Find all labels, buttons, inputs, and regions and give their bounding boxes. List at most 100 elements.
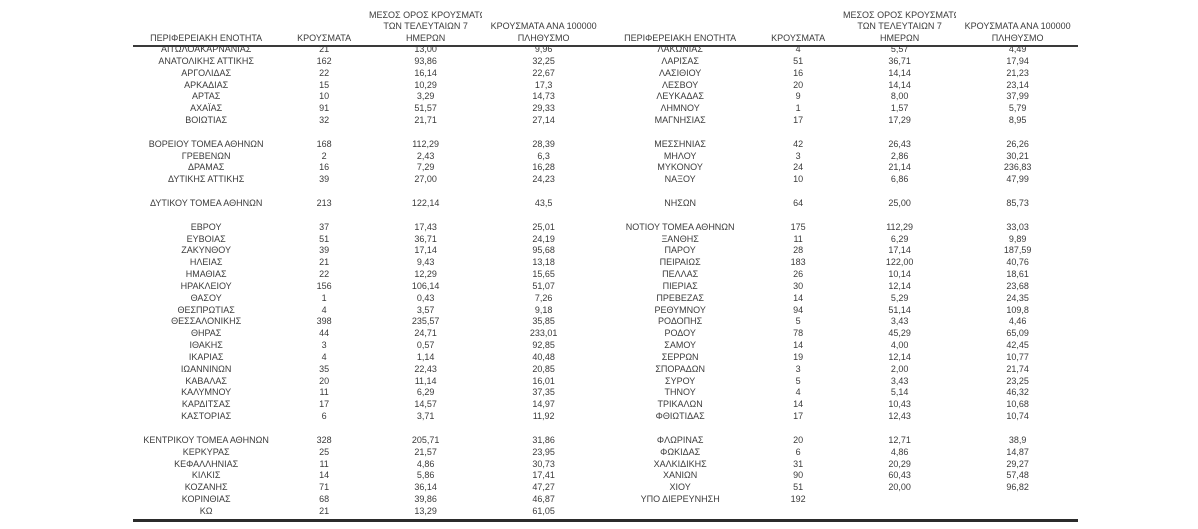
cell-avg7: 20,00	[888, 482, 911, 493]
table-row: ΚΑΛΥΜΝΟΥ 11 6,29 37,35	[133, 387, 605, 399]
cell-per100k	[482, 186, 605, 198]
cell-avg7: 16,14	[414, 67, 437, 78]
cell-region: ΛΗΜΝΟΥ	[660, 103, 700, 114]
cell-region: ΞΑΝΘΗΣ	[661, 233, 699, 244]
cell-cases: 31	[793, 458, 804, 469]
cell-region	[607, 210, 753, 222]
cell-cases: 4	[321, 304, 327, 315]
cell-per100k: 23,25	[1006, 375, 1029, 386]
cell-region	[133, 423, 279, 435]
cell-avg7: 5,14	[890, 387, 909, 398]
spacer-row	[133, 186, 605, 198]
cell-region: ΘΗΡΑΣ	[190, 328, 222, 339]
cell-avg7	[369, 127, 482, 139]
cell-avg7: 21,57	[414, 446, 437, 457]
cell-avg7: 0,57	[416, 340, 435, 351]
cell-per100k: 187,59	[1003, 245, 1032, 256]
cell-per100k: 29,27	[1006, 458, 1029, 469]
cell-per100k: 17,41	[532, 470, 555, 481]
cell-avg7: 36,71	[414, 233, 437, 244]
table-row: ΑΙΤΩΛΟΑΚΑΡΝΑΝΙΑΣ 21 13,00 9,96	[133, 44, 605, 56]
cell-region	[133, 127, 279, 139]
cell-per100k: 29,33	[532, 103, 555, 114]
cell-per100k: 92,85	[532, 340, 555, 351]
cell-cases: 32	[319, 115, 330, 126]
cell-per100k: 109,8	[1006, 304, 1029, 315]
cell-per100k: 17,3	[534, 79, 553, 90]
cell-region: ΦΩΚΙΔΑΣ	[660, 446, 701, 457]
table-row: ΠΙΕΡΙΑΣ 30 12,14 23,68	[607, 281, 1079, 293]
column-header-line: ΠΛΗΘΥΣΜΟ	[517, 32, 570, 43]
cell-avg7: 12,43	[888, 411, 911, 422]
cell-per100k	[482, 127, 605, 139]
cell-cases: 168	[316, 138, 332, 149]
spacer-row	[133, 210, 605, 222]
cell-cases: 19	[793, 351, 804, 362]
column-header-line: ΗΜΕΡΩΝ	[406, 32, 446, 43]
table-row: ΚΕΦΑΛΛΗΝΙΑΣ 11 4,86 30,73	[133, 459, 605, 471]
cell-region: ΚΕΡΚΥΡΑΣ	[182, 446, 230, 457]
cell-region: ΘΑΣΟΥ	[190, 292, 222, 303]
header-row: ΠΕΡΙΦΕΡΕΙΑΚΗ ΕΝΟΤΗΤΑ ΚΡΟΥΣΜΑΤΑ ΜΕΣΟΣ ΟΡΟΣ …	[607, 8, 1079, 44]
cell-region: ΖΑΚΥΝΘΟΥ	[181, 245, 232, 256]
cell-cases: 14	[793, 292, 804, 303]
column-header-line: ΚΡΟΥΣΜΑΤΑ ΑΝΑ 100000	[964, 21, 1071, 31]
cell-per100k	[482, 423, 605, 435]
table-row: ΧΙΟΥ 51 20,00 96,82	[607, 482, 1079, 494]
cell-region: ΛΑΣΙΘΙΟΥ	[659, 67, 702, 78]
cell-cases: 328	[316, 434, 332, 445]
cell-region: ΛΕΣΒΟΥ	[662, 79, 699, 90]
table-row: ΧΑΛΚΙΔΙΚΗΣ 31 20,29 29,27	[607, 459, 1079, 471]
table-row: ΕΥΒΟΙΑΣ 51 36,71 24,19	[133, 234, 605, 246]
cell-region: ΠΑΡΟΥ	[664, 245, 696, 256]
table-row: ΡΟΔΟΠΗΣ 5 3,43 4,46	[607, 316, 1079, 328]
cell-per100k: 47,27	[532, 482, 555, 493]
table-row: ΝΗΣΩΝ 64 25,00 85,73	[607, 198, 1079, 210]
cell-cases: 21	[319, 257, 330, 268]
table-row: ΘΕΣΣΑΛΟΝΙΚΗΣ 398 235,57 35,85	[133, 316, 605, 328]
cell-region: ΚΑΛΥΜΝΟΥ	[181, 387, 232, 398]
cell-avg7: 7,29	[416, 162, 435, 173]
table-row: ΝΑΞΟΥ 10 6,86 47,99	[607, 174, 1079, 186]
cell-avg7: 51,14	[888, 304, 911, 315]
cell-avg7: 6,29	[890, 233, 909, 244]
cell-cases	[753, 210, 843, 222]
cell-region: ΧΑΝΙΩΝ	[663, 470, 698, 481]
cell-region: ΗΛΕΙΑΣ	[189, 257, 223, 268]
cell-cases: 26	[793, 269, 804, 280]
cell-cases: 6	[795, 446, 801, 457]
cell-region: ΧΙΟΥ	[669, 482, 691, 493]
table-row: ΔΥΤΙΚΗΣ ΑΤΤΙΚΗΣ 39 27,00 24,23	[133, 174, 605, 186]
cell-per100k: 40,76	[1006, 257, 1029, 268]
cell-region: ΓΡΕΒΕΝΩΝ	[181, 150, 231, 161]
cell-per100k: 13,18	[532, 257, 555, 268]
cell-cases: 51	[793, 55, 804, 66]
cell-region: ΛΕΥΚΑΔΑΣ	[656, 91, 704, 102]
cell-per100k: 21,74	[1006, 363, 1029, 374]
cell-avg7	[369, 423, 482, 435]
cell-cases: 35	[319, 363, 330, 374]
cell-per100k	[956, 423, 1079, 435]
cell-cases	[279, 127, 369, 139]
column-header-line: ΜΕΣΟΣ ΟΡΟΣ ΚΡΟΥΣΜΑΤΩΝ	[368, 9, 483, 20]
cell-avg7: 5,86	[416, 470, 435, 481]
cell-cases: 16	[319, 162, 330, 173]
column-header-cases: ΚΡΟΥΣΜΑΤΑ	[279, 8, 369, 44]
cell-per100k: 31,86	[532, 434, 555, 445]
cell-cases: 22	[319, 67, 330, 78]
cell-per100k: 18,61	[1006, 269, 1029, 280]
table-row: ΗΛΕΙΑΣ 21 9,43 13,18	[133, 257, 605, 269]
cell-cases: 21	[319, 44, 330, 54]
cell-region: ΠΕΛΛΑΣ	[662, 269, 699, 280]
cell-cases: 20	[793, 79, 804, 90]
table-row: ΠΕΙΡΑΙΩΣ 183 122,00 40,76	[607, 257, 1079, 269]
cell-per100k: 5,79	[1008, 103, 1027, 114]
cell-avg7	[369, 186, 482, 198]
cell-avg7	[843, 210, 956, 222]
table-row: ΗΡΑΚΛΕΙΟΥ 156 106,14 51,07	[133, 281, 605, 293]
cell-cases: 1	[795, 103, 801, 114]
cell-per100k: 37,99	[1006, 91, 1029, 102]
cell-region: ΘΕΣΠΡΩΤΙΑΣ	[177, 304, 235, 315]
cell-cases: 21	[319, 505, 330, 516]
cell-region: ΚΟΖΑΝΗΣ	[184, 482, 228, 493]
